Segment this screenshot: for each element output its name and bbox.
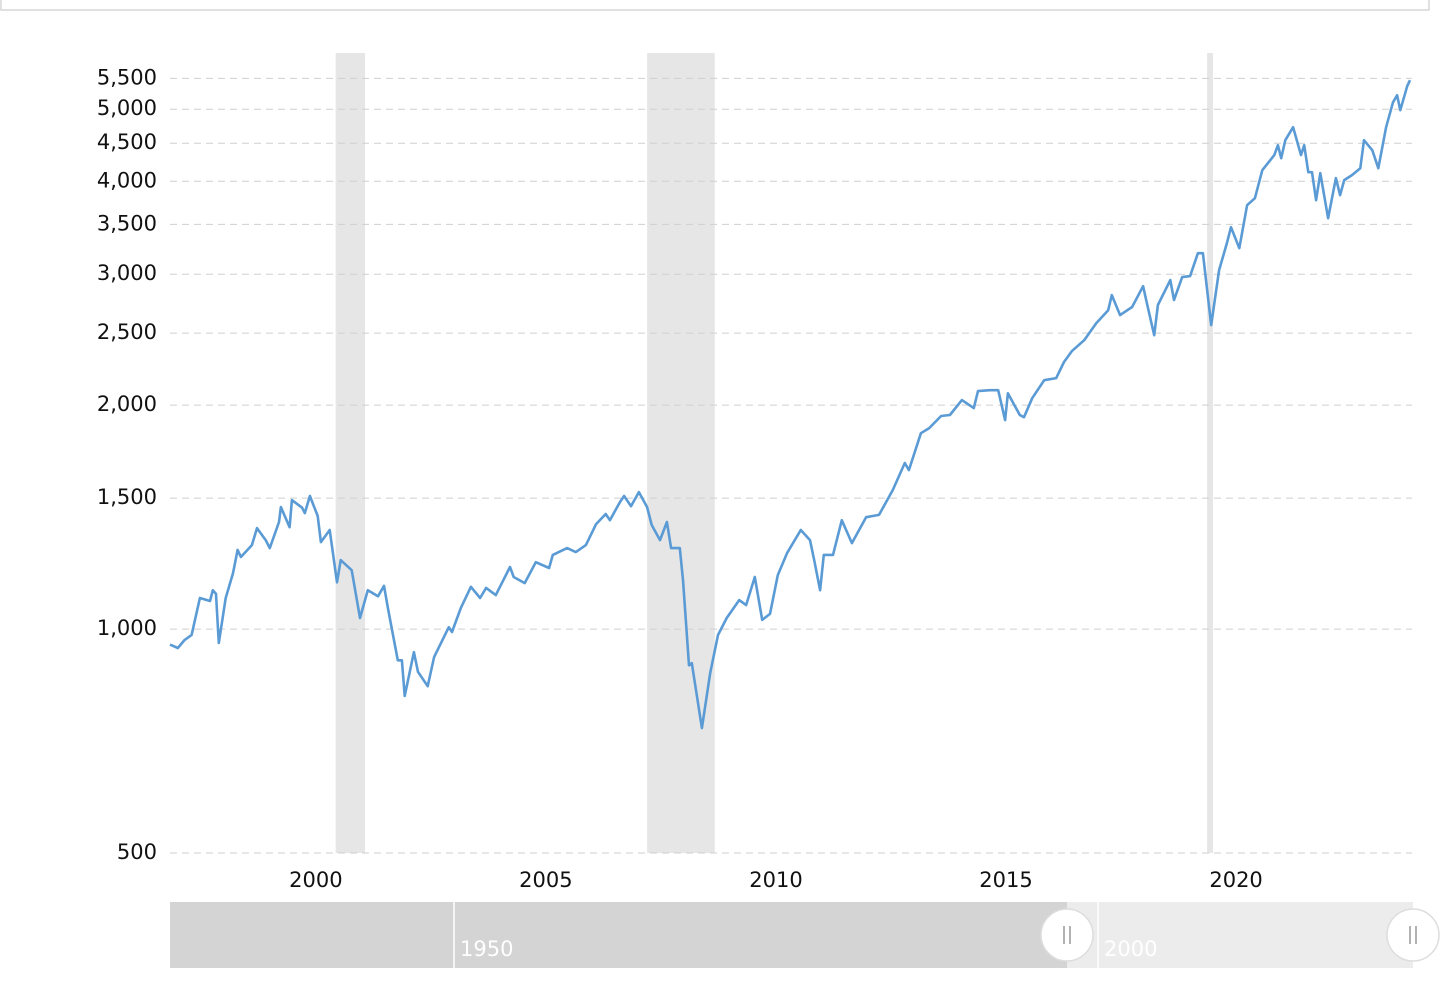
x-tick-label: 2010 xyxy=(749,868,802,892)
top-panel-border xyxy=(0,0,1430,11)
recession-band xyxy=(1207,53,1214,853)
navigator-label: 1950 xyxy=(460,937,513,961)
navigator[interactable]: 1950 2000 xyxy=(170,902,1440,968)
grid: 500 1,000 1,500 2,000 2,500 3,000 3,500 4,000 4,… xyxy=(97,65,1412,892)
recession-bands xyxy=(335,53,1214,853)
y-tick-label: 3,500 xyxy=(97,211,157,235)
x-tick-label: 2015 xyxy=(979,868,1032,892)
y-tick-label: 1,500 xyxy=(97,485,157,509)
x-tick-label: 2020 xyxy=(1209,868,1262,892)
navigator-selected xyxy=(170,902,1067,968)
navigator-label: 2000 xyxy=(1104,937,1157,961)
recession-band xyxy=(647,53,715,853)
y-tick-label: 4,000 xyxy=(97,168,157,192)
y-tick-label: 1,000 xyxy=(97,616,157,640)
y-tick-label: 3,000 xyxy=(97,261,157,285)
navigator-handle[interactable] xyxy=(1040,908,1094,962)
x-tick-label: 2005 xyxy=(519,868,572,892)
y-tick-label: 2,500 xyxy=(97,320,157,344)
x-tick-label: 2000 xyxy=(289,868,342,892)
y-tick-label: 500 xyxy=(117,840,157,864)
plot xyxy=(169,79,1412,730)
recession-band xyxy=(335,53,366,853)
y-tick-label: 4,500 xyxy=(97,130,157,154)
navigator-handle[interactable] xyxy=(1386,908,1440,962)
data-line xyxy=(169,79,1412,730)
y-tick-label: 2,000 xyxy=(97,392,157,416)
y-tick-label: 5,000 xyxy=(97,96,157,120)
navigator-track xyxy=(1067,902,1413,968)
y-tick-label: 5,500 xyxy=(97,65,157,89)
